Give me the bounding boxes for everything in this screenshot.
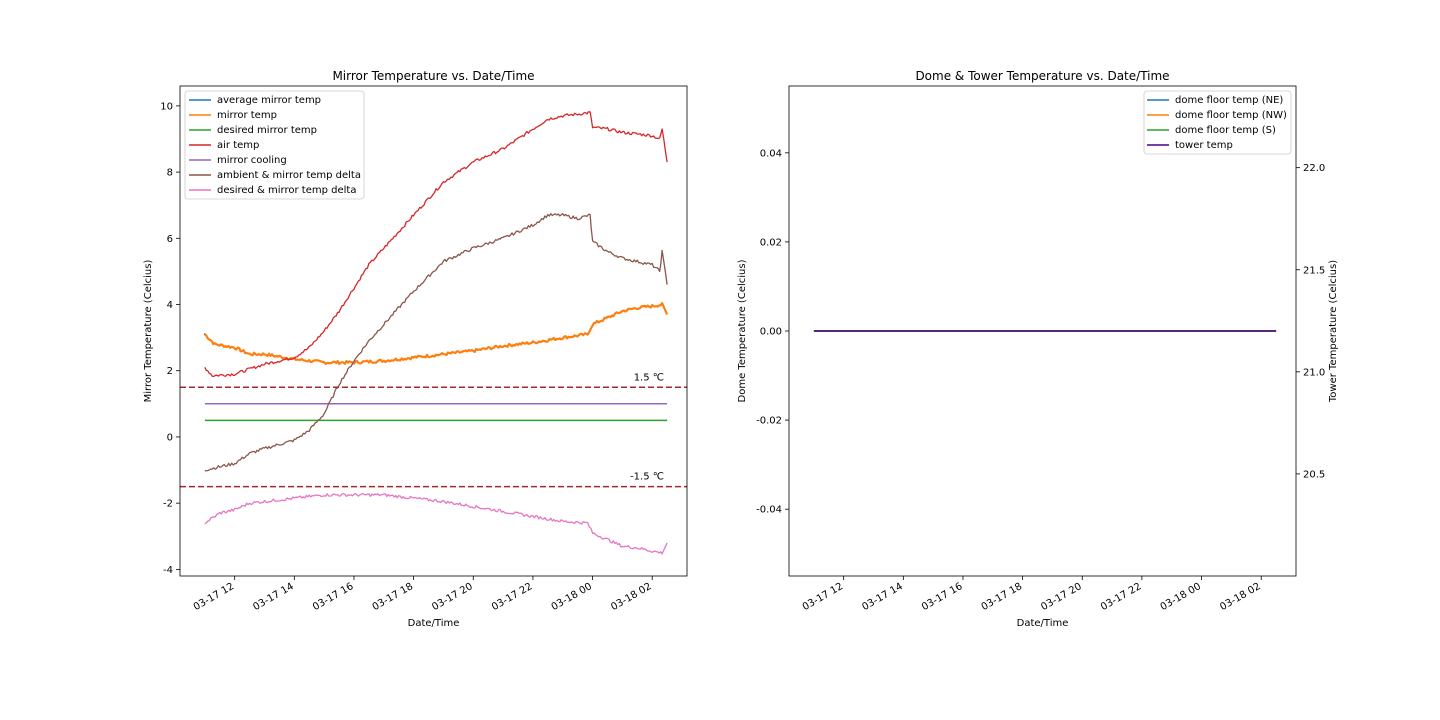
- series-desired-mirror-temp-delta: [204, 492, 668, 555]
- legend-label: mirror cooling: [217, 155, 287, 166]
- legend-label: tower temp: [1175, 140, 1233, 151]
- legend-box: [1143, 90, 1292, 155]
- chart-title: Dome & Tower Temperature vs. Date/Time: [915, 69, 1169, 83]
- legend-label: dome floor temp (NW): [1175, 110, 1287, 121]
- y-axis-ticks: -4 -2 0 2 4 6 8 10: [160, 101, 180, 576]
- legend-label: dome floor temp (NE): [1175, 95, 1283, 106]
- y-tick-label: -2: [163, 499, 173, 510]
- series-mirror-temp: [204, 302, 669, 365]
- chart-title: Mirror Temperature vs. Date/Time: [332, 69, 534, 83]
- y-axis-label: Mirror Temperature (Celcius): [143, 260, 154, 403]
- y-tick-label: -0.02: [756, 416, 782, 427]
- y-tick-label: 4: [167, 300, 173, 311]
- legend-label: average mirror temp: [217, 95, 321, 106]
- y-right-tick-label: 21.0: [1303, 367, 1325, 378]
- ref-line-label-upper: 1.5 ℃: [634, 372, 664, 383]
- legend-marks: [189, 99, 211, 191]
- legend: dome floor temp (NE) dome floor temp (NW…: [1143, 90, 1292, 155]
- mirror-temperature-chart: Mirror Temperature vs. Date/Time 1.5 ℃ -…: [143, 69, 688, 629]
- y-axis-label: Dome Temperature (Celcius): [737, 259, 748, 402]
- y-tick-label: 0: [167, 432, 173, 443]
- legend-box: [184, 90, 365, 200]
- reference-lines: [180, 386, 687, 488]
- y-right-tick-label: 22.0: [1303, 163, 1325, 174]
- series-ambient-mirror-temp-delta: [204, 213, 668, 472]
- legend-label: dome floor temp (S): [1175, 125, 1276, 136]
- y-tick-label: 10: [160, 101, 173, 112]
- y-tick-label: 0.02: [760, 237, 782, 248]
- legend-label: mirror temp: [217, 110, 277, 121]
- y-axis-right-label: Tower Temperature (Celcius): [1328, 260, 1339, 403]
- y-tick-label: 0.04: [760, 148, 782, 159]
- y-right-tick-label: 20.5: [1303, 469, 1325, 480]
- legend-label: air temp: [217, 140, 259, 151]
- x-axis-label: Date/Time: [1017, 618, 1069, 629]
- legend-label: ambient & mirror temp delta: [217, 170, 361, 181]
- y-right-tick-label: 21.5: [1303, 265, 1325, 276]
- y-tick-label: 8: [167, 168, 173, 179]
- legend-label: desired & mirror temp delta: [217, 185, 356, 196]
- y-tick-label: -0.04: [756, 505, 782, 516]
- y-axis-ticks: -0.04 -0.02 0.00 0.02 0.04: [756, 148, 789, 516]
- series-air-temp: [204, 111, 668, 378]
- axes-frame: [179, 85, 688, 577]
- x-axis-label: Date/Time: [408, 618, 460, 629]
- y-axis-right-ticks: 20.5 21.0 21.5 22.0: [1296, 163, 1325, 480]
- ref-line-label-lower: -1.5 ℃: [630, 472, 664, 483]
- y-tick-label: 0.00: [760, 327, 782, 338]
- y-tick-label: 6: [167, 234, 173, 245]
- legend: average mirror temp mirror temp desired …: [184, 90, 365, 200]
- legend-marks: [1147, 99, 1169, 146]
- y-tick-label: 2: [167, 366, 173, 377]
- y-tick-label: -4: [163, 565, 173, 576]
- plot-area: [203, 111, 669, 555]
- legend-label: desired mirror temp: [217, 125, 317, 136]
